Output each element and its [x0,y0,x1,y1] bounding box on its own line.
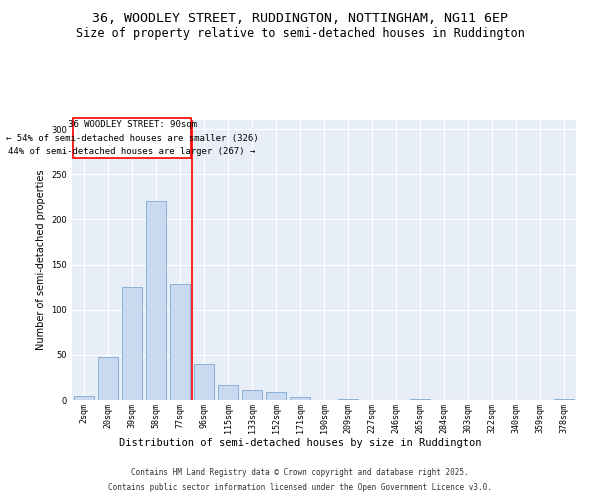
Bar [410,399,430,400]
Bar [74,396,94,400]
Bar [122,287,142,400]
Y-axis label: Number of semi-detached properties: Number of semi-detached properties [36,170,46,350]
Text: Size of property relative to semi-detached houses in Ruddington: Size of property relative to semi-detach… [76,28,524,40]
Bar [218,384,238,400]
Bar [338,399,358,400]
Text: 36, WOODLEY STREET, RUDDINGTON, NOTTINGHAM, NG11 6EP: 36, WOODLEY STREET, RUDDINGTON, NOTTINGH… [92,12,508,26]
Bar [146,202,166,400]
Bar [554,399,574,400]
Bar [73,118,191,158]
Bar [290,398,310,400]
Bar [98,356,118,400]
Bar [242,390,262,400]
Text: Contains public sector information licensed under the Open Government Licence v3: Contains public sector information licen… [108,483,492,492]
Bar [266,392,286,400]
Bar [194,364,214,400]
Text: Contains HM Land Registry data © Crown copyright and database right 2025.: Contains HM Land Registry data © Crown c… [131,468,469,477]
Text: Distribution of semi-detached houses by size in Ruddington: Distribution of semi-detached houses by … [119,438,481,448]
Text: 36 WOODLEY STREET: 90sqm
← 54% of semi-detached houses are smaller (326)
44% of : 36 WOODLEY STREET: 90sqm ← 54% of semi-d… [5,120,259,156]
Bar [170,284,190,400]
